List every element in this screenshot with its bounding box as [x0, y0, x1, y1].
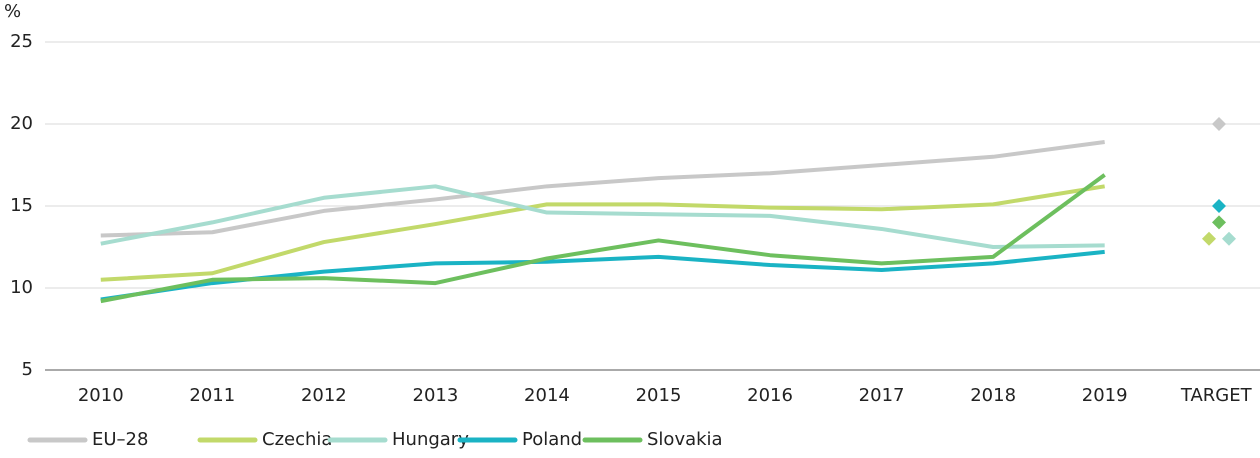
x-tick-label: 2015 — [636, 385, 682, 406]
y-tick-label: 15 — [10, 195, 33, 216]
x-tick-label: TARGET — [1180, 385, 1253, 406]
legend-label: Slovakia — [647, 429, 723, 450]
series-line — [100, 184, 1105, 282]
target-marker — [1202, 231, 1216, 246]
x-tick-label: 2012 — [301, 385, 347, 406]
legend-label: Czechia — [262, 429, 332, 450]
target-marker — [1222, 231, 1236, 246]
y-tick-label: 20 — [10, 113, 33, 134]
x-tick-label: 2014 — [524, 385, 570, 406]
x-tick-label: 2013 — [413, 385, 459, 406]
x-tick-label: 2018 — [970, 385, 1016, 406]
y-tick-label: 10 — [10, 277, 33, 298]
legend-label: EU–28 — [92, 429, 148, 450]
target-marker — [1212, 117, 1226, 131]
x-tick-label: 2019 — [1082, 385, 1128, 406]
series-line — [100, 140, 1105, 238]
x-tick-label: 2010 — [78, 385, 124, 406]
y-tick-label: 25 — [10, 31, 33, 52]
series-line — [100, 184, 1105, 249]
y-axis-label: % — [4, 1, 21, 22]
legend-label: Hungary — [392, 429, 469, 450]
x-tick-label: 2017 — [859, 385, 905, 406]
y-tick-label: 5 — [22, 359, 33, 380]
legend-label: Poland — [522, 429, 582, 450]
x-tick-label: 2016 — [747, 385, 793, 406]
target-marker — [1212, 199, 1226, 213]
x-tick-label: 2011 — [189, 385, 235, 406]
series-line — [100, 173, 1106, 304]
target-marker — [1212, 215, 1226, 230]
